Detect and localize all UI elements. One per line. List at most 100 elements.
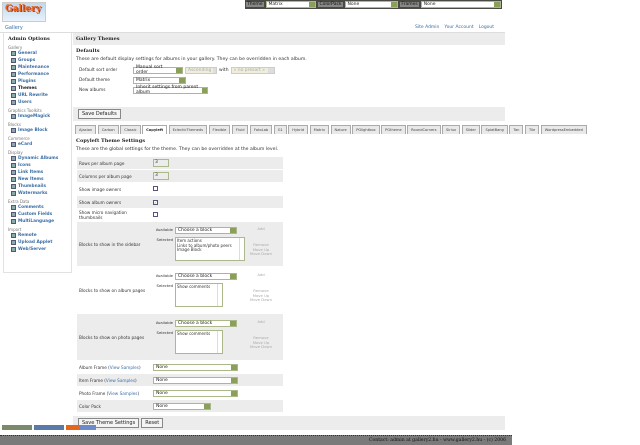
presort-select[interactable]: « no presort » — [230, 66, 275, 74]
theme-select[interactable]: Matrix — [265, 1, 317, 8]
color-pack-select[interactable]: None — [153, 402, 211, 410]
tab-tan[interactable]: Tan — [509, 125, 524, 134]
photo-frame-select[interactable]: None — [153, 389, 238, 397]
add-button[interactable]: Add — [257, 226, 265, 231]
move-down-button[interactable]: Move Down — [249, 344, 273, 350]
tab-hybrid[interactable]: Hybrid — [288, 125, 309, 134]
save-defaults-button[interactable]: Save Defaults — [78, 109, 121, 119]
tab-flexible[interactable]: Flexible — [208, 125, 231, 134]
sidebar-item-plugins[interactable]: Plugins — [11, 79, 67, 85]
add-button[interactable]: Add — [257, 319, 265, 324]
view-samples-link[interactable]: View Samples — [109, 364, 139, 370]
your-account-link[interactable]: Your Account — [444, 25, 474, 30]
sort-order-select[interactable]: Manual sort order — [133, 65, 183, 75]
sidebar-item-icons[interactable]: Icons — [11, 162, 67, 169]
validator-badge[interactable] — [2, 425, 32, 430]
tab-matrix[interactable]: Matrix — [309, 125, 329, 134]
selected-block-item[interactable]: Show comments — [177, 331, 211, 336]
show-image-owners-checkbox[interactable] — [153, 186, 158, 191]
album-frame-select[interactable]: None — [153, 363, 238, 371]
selected-block-item[interactable]: Show comments — [177, 284, 211, 289]
remove-button[interactable]: Remove — [253, 335, 269, 340]
sidebar-item-general[interactable]: General — [11, 51, 67, 57]
selected-label: Selected — [156, 283, 173, 288]
colorpack-select[interactable]: None — [344, 1, 399, 8]
sidebar-item-url-rewrite[interactable]: URL Rewrite — [11, 93, 67, 99]
sidebar-item-remote[interactable]: Remote — [11, 232, 67, 238]
save-theme-settings-button[interactable]: Save Theme Settings — [78, 418, 140, 428]
view-samples-link[interactable]: View Samples — [108, 390, 138, 396]
selected-block-item[interactable]: Item actions — [177, 238, 202, 243]
breadcrumb-gallery[interactable]: Gallery — [5, 25, 23, 31]
sidebar-item-maintenance[interactable]: Maintenance — [11, 65, 67, 71]
sidebar-item-web-server[interactable]: Web/Server — [11, 246, 67, 252]
sort-direction-select[interactable]: Ascending — [185, 66, 217, 74]
sidebar-available-select[interactable]: Choose a block — [175, 227, 237, 234]
tab-wordpressembedded[interactable]: WordpressEmbedded — [540, 125, 587, 134]
sidebar-item-link-items[interactable]: Link Items — [11, 169, 67, 176]
tab-carbon[interactable]: Carbon — [97, 125, 119, 134]
move-down-button[interactable]: Move Down — [249, 297, 273, 303]
logout-link[interactable]: Logout — [478, 25, 495, 30]
tab-siriux[interactable]: Siriux — [442, 125, 461, 134]
rows-input[interactable]: 3 — [153, 159, 169, 167]
sidebar-item-watermarks[interactable]: Watermarks — [11, 190, 67, 197]
sidebar-item-performance[interactable]: Performance — [11, 72, 67, 78]
sidebar-item-ecard[interactable]: eCard — [11, 141, 67, 148]
tab-g1[interactable]: G1 — [273, 125, 287, 134]
sidebar-item-comments[interactable]: Comments — [11, 204, 67, 211]
reset-button[interactable]: Reset — [141, 418, 164, 428]
sidebar-item-custom-fields[interactable]: Custom Fields — [11, 211, 67, 217]
remove-button[interactable]: Remove — [253, 288, 269, 293]
move-up-button[interactable]: Move Up — [252, 292, 270, 298]
sidebar-item-thumbnails[interactable]: Thumbnails — [11, 183, 67, 190]
add-button[interactable]: Add — [257, 272, 265, 277]
sidebar-group-label: Extra Data — [8, 198, 30, 204]
sidebar-item-image-block[interactable]: Image Block — [11, 127, 67, 134]
tab-pgtheme[interactable]: PGtheme — [381, 125, 406, 134]
frames-select[interactable]: None — [420, 1, 501, 8]
tab-ajaxian[interactable]: Ajaxian — [75, 125, 97, 134]
sidebar-item-imagemagick[interactable]: ImageMagick — [11, 113, 67, 120]
gallery-badge[interactable] — [34, 425, 64, 430]
sidebar-item-new-items[interactable]: New Items — [11, 176, 67, 183]
album-available-select[interactable]: Choose a block — [175, 273, 237, 280]
selected-block-item[interactable]: Links to album/photo peers — [177, 242, 232, 248]
selected-block-item[interactable]: Image Block — [177, 247, 202, 253]
columns-input[interactable]: 3 — [153, 172, 169, 180]
new-albums-select[interactable]: Inherit settings from parent album — [133, 85, 208, 95]
photo-available-select[interactable]: Choose a block — [175, 320, 237, 327]
tab-splatbang[interactable]: SplatBang — [481, 125, 508, 134]
tab-tile[interactable]: Tile — [524, 125, 540, 134]
tab-fluid[interactable]: Fluid — [231, 125, 249, 134]
gallery-logo[interactable]: Gallery — [2, 2, 46, 22]
tab-pglightbox[interactable]: PGlightbox — [352, 125, 380, 134]
default-theme-select[interactable]: Matrix — [133, 76, 186, 84]
tab-fotolab[interactable]: FotoLab — [249, 125, 273, 134]
sidebar-item-groups[interactable]: Groups — [11, 58, 67, 64]
photo-selected-list[interactable]: Show comments — [175, 330, 223, 354]
sidebar-item-multilanguage[interactable]: MultiLanguage — [11, 218, 67, 224]
show-album-owners-checkbox[interactable]: ✓ — [153, 199, 158, 205]
tab-classic[interactable]: Classic — [120, 125, 141, 134]
album-selected-list[interactable]: Show comments — [175, 283, 223, 307]
sidebar-item-users[interactable]: Users — [11, 99, 67, 106]
sidebar-item-dynamic-albums[interactable]: Dynamic Albums — [11, 155, 67, 162]
move-up-button[interactable]: Move Up — [252, 246, 270, 252]
move-up-button[interactable]: Move Up — [252, 339, 270, 345]
sidebar-item-themes[interactable]: Themes — [11, 86, 67, 92]
tab-copyleft[interactable]: Copyleft — [142, 125, 168, 134]
micro-nav-checkbox[interactable] — [153, 212, 158, 217]
tab-roundcorners[interactable]: RoundCorners — [407, 125, 441, 134]
view-samples-link[interactable]: View Samples — [105, 377, 136, 383]
sidebar-item-upload-applet[interactable]: Upload Applet — [11, 239, 67, 245]
tab-eclecticthemeds[interactable]: EclecticThemeds — [168, 125, 208, 134]
item-frame-select[interactable]: None — [153, 376, 238, 384]
move-down-button[interactable]: Move Down — [249, 251, 273, 257]
help-badge[interactable] — [66, 425, 96, 430]
tab-slider[interactable]: Slider — [461, 125, 480, 134]
sidebar-selected-list[interactable]: Item actions Links to album/photo peers Im… — [175, 237, 245, 261]
site-admin-link[interactable]: Site Admin — [415, 25, 440, 30]
remove-button[interactable]: Remove — [253, 242, 269, 247]
tab-nature[interactable]: Nature — [330, 125, 351, 134]
